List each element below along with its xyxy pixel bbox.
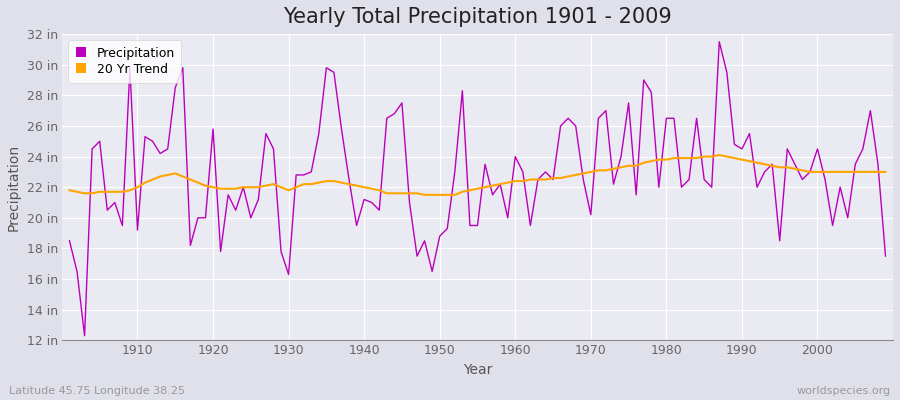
Text: worldspecies.org: worldspecies.org — [796, 386, 891, 396]
Y-axis label: Precipitation: Precipitation — [7, 144, 21, 231]
Legend: Precipitation, 20 Yr Trend: Precipitation, 20 Yr Trend — [68, 40, 182, 82]
Text: Latitude 45.75 Longitude 38.25: Latitude 45.75 Longitude 38.25 — [9, 386, 185, 396]
Title: Yearly Total Precipitation 1901 - 2009: Yearly Total Precipitation 1901 - 2009 — [284, 7, 672, 27]
X-axis label: Year: Year — [463, 363, 492, 377]
